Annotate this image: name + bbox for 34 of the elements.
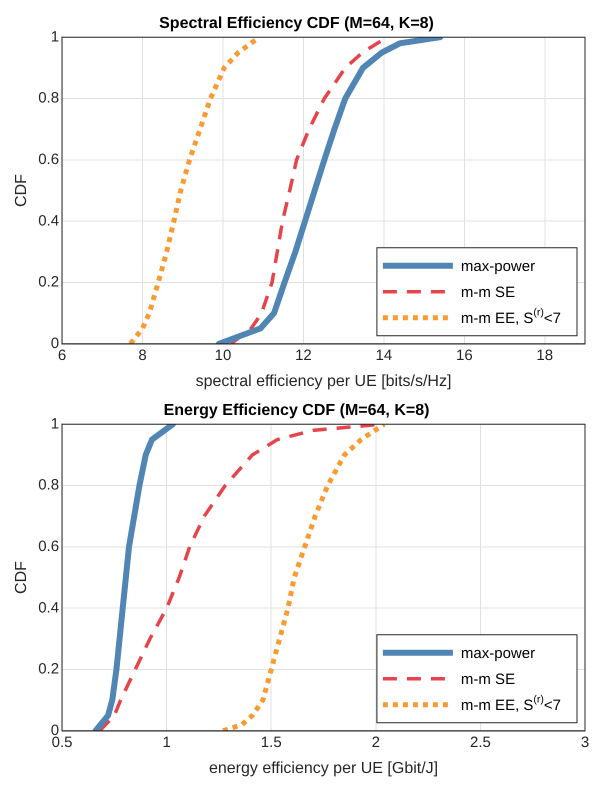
legend-label: max-power: [460, 644, 536, 662]
legend-label: max-power: [460, 258, 536, 275]
y-tick-label: 0.6: [38, 538, 60, 555]
y-axis-title: CDF: [13, 560, 30, 594]
y-tick-label: 0.2: [38, 274, 60, 291]
x-tick-label: 3: [580, 734, 590, 751]
chart-title: Energy Efficiency CDF (M=64, K=8): [164, 402, 430, 420]
legend-label: m-m SE: [460, 284, 516, 301]
y-tick-label: 0.4: [38, 212, 60, 230]
x-tick-label: 10: [214, 346, 232, 364]
y-tick-label: 0: [50, 334, 60, 352]
x-axis-title: energy efficiency per UE [Gbit/J]: [208, 760, 438, 777]
y-tick-label: 1: [50, 28, 60, 46]
x-tick-label: 2.5: [470, 734, 491, 751]
x-tick-label: 8: [138, 346, 147, 364]
x-axis-title: spectral efficiency per UE [bits/s/Hz]: [196, 372, 452, 390]
y-tick-label: 0.8: [38, 90, 60, 107]
x-tick-label: 2: [372, 734, 380, 751]
y-tick-label: 0.4: [38, 599, 60, 616]
y-tick-label: 0.2: [38, 660, 60, 678]
x-tick-label: 0.5: [52, 734, 72, 751]
y-tick-label: 1: [50, 415, 60, 432]
chart-title: Spectral Efficiency CDF (M=64, K=8): [159, 15, 434, 32]
x-tick-label: 6: [58, 346, 66, 364]
y-tick-label: 0.6: [38, 150, 60, 168]
y-tick-label: 0.8: [38, 476, 60, 494]
x-tick-label: 16: [456, 346, 473, 364]
x-tick-label: 14: [376, 346, 392, 364]
x-tick-label: 1: [162, 734, 171, 751]
x-tick-label: 18: [536, 346, 554, 364]
x-tick-label: 12: [295, 346, 312, 364]
y-axis-title: CDF: [13, 174, 30, 207]
legend-label: m-m SE: [460, 670, 516, 688]
x-tick-label: 1.5: [260, 734, 282, 751]
